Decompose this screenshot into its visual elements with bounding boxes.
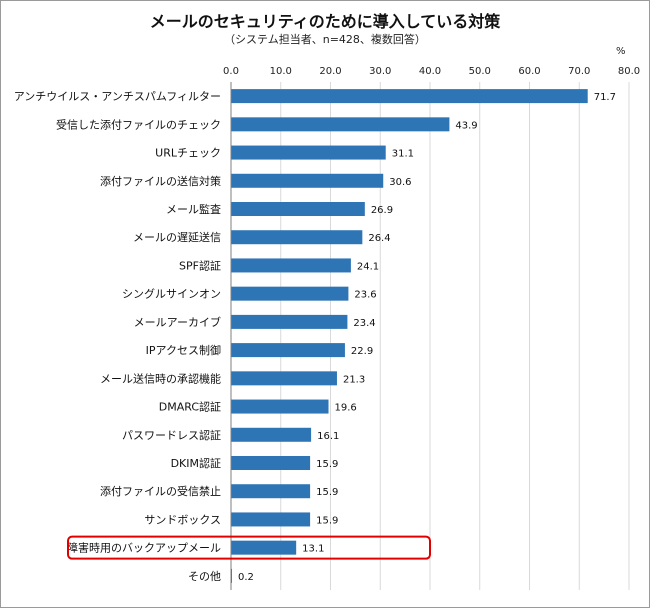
x-tick-label: 60.0 [518, 66, 540, 77]
value-label: 30.6 [389, 177, 411, 188]
x-tick-label: 0.0 [223, 66, 239, 77]
value-label: 26.4 [368, 233, 390, 244]
category-label: アンチウイルス・アンチスパムフィルター [14, 90, 221, 103]
value-label: 31.1 [392, 149, 414, 160]
category-label: IPアクセス制御 [146, 343, 221, 357]
bar [231, 427, 312, 442]
category-label: メール送信時の承認機能 [100, 371, 221, 385]
x-tick-label: 50.0 [469, 66, 491, 77]
category-label: 添付ファイルの受信禁止 [100, 484, 221, 498]
bar [231, 230, 363, 245]
value-label: 43.9 [455, 120, 477, 131]
value-label: 0.2 [238, 572, 254, 583]
category-label: 受信した添付ファイルのチェック [56, 117, 221, 131]
category-label: 障害時用のバックアップメール [67, 541, 221, 555]
category-label: メール監査 [166, 202, 221, 216]
bar [231, 456, 311, 470]
category-label: サンドボックス [144, 513, 221, 526]
category-label: その他 [188, 570, 221, 583]
value-label: 23.6 [354, 290, 376, 301]
value-label: 15.9 [316, 459, 338, 470]
value-label: 23.4 [353, 318, 375, 329]
value-label: 16.1 [317, 431, 339, 442]
category-label: シングルサインオン [122, 287, 221, 301]
value-label: 15.9 [316, 515, 338, 526]
category-label: 添付ファイルの送信対策 [100, 174, 221, 188]
chart-title: メールのセキュリティのために導入している対策 [149, 12, 501, 31]
unit-label: % [616, 46, 626, 57]
bar [231, 89, 588, 104]
bars [231, 89, 588, 583]
value-label: 71.7 [594, 92, 616, 103]
value-label: 15.9 [316, 487, 338, 498]
bar [231, 202, 365, 216]
x-axis-ticks: 0.0 10.0 20.0 30.0 40.0 50.0 60.0 70.0 80.0 [223, 66, 640, 77]
bar [231, 145, 386, 160]
value-label: 24.1 [357, 261, 379, 272]
value-label: 19.6 [335, 403, 357, 414]
bar [231, 117, 450, 132]
category-label: URLチェック [155, 147, 221, 160]
bar [231, 540, 297, 555]
category-label: パスワードレス認証 [122, 428, 221, 442]
bar [231, 343, 345, 358]
value-label: 22.9 [351, 346, 373, 357]
x-tick-label: 20.0 [319, 66, 341, 77]
x-tick-label: 40.0 [419, 66, 441, 77]
bar [231, 258, 351, 273]
value-label: 26.9 [371, 205, 393, 216]
category-label: メールの遅延送信 [133, 230, 221, 244]
x-tick-label: 10.0 [270, 66, 292, 77]
category-label: SPF認証 [179, 258, 221, 272]
bar [231, 371, 337, 386]
bar [231, 399, 329, 414]
x-tick-label: 30.0 [369, 66, 391, 77]
bar [231, 484, 311, 499]
bar [231, 173, 384, 188]
bar [231, 314, 348, 329]
chart-subtitle: （システム担当者、n=428、複数回答） [224, 33, 426, 46]
x-tick-label: 70.0 [568, 66, 590, 77]
bar [231, 512, 311, 527]
value-label: 13.1 [302, 544, 324, 555]
x-tick-label: 80.0 [618, 66, 640, 77]
bar [231, 286, 349, 301]
category-label: DKIM認証 [171, 456, 221, 470]
highlight-box [67, 535, 431, 560]
category-label: DMARC認証 [159, 400, 221, 414]
grid-lines [280, 82, 630, 590]
value-labels: 71.7 43.9 31.1 30.6 26.9 26.4 24.1 23.6 23.4 22.9… [238, 92, 616, 583]
value-label: 21.3 [343, 374, 365, 385]
category-label: メールアーカイブ [134, 315, 221, 329]
